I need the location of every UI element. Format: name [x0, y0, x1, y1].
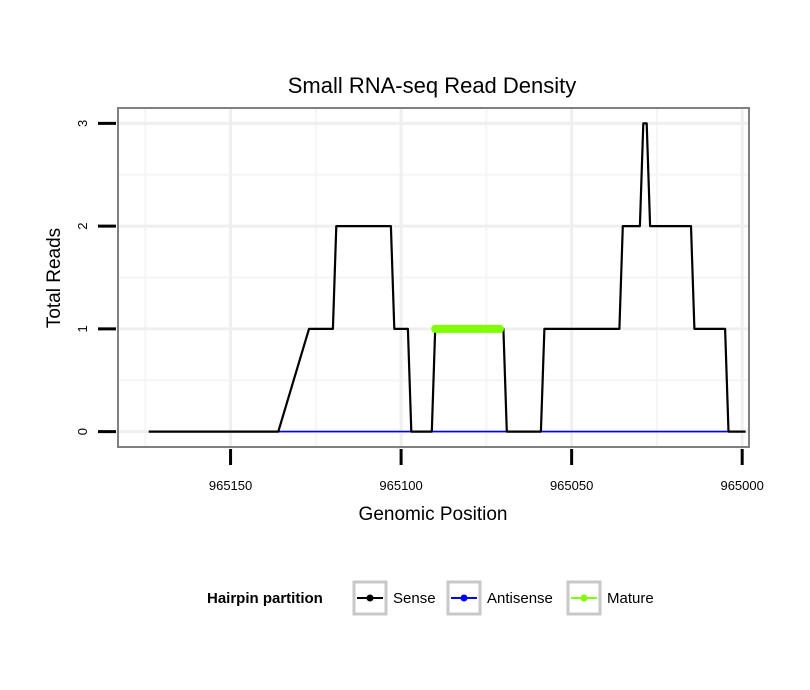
legend-key-point: [366, 594, 374, 602]
legend-key-point: [460, 594, 468, 602]
x-axis: 965150 965100 965050 965000: [209, 449, 764, 493]
y-tick-label: 0: [75, 428, 90, 435]
chart-title: Small RNA-seq Read Density: [288, 73, 577, 98]
y-tick-label: 1: [75, 325, 90, 332]
legend-key-point: [580, 594, 588, 602]
x-tick-label: 965100: [379, 478, 422, 493]
y-axis: 0 1 2 3: [75, 120, 116, 435]
plot-border: [117, 107, 750, 448]
legend-entry-sense: Sense: [352, 580, 436, 616]
legend-label: Antisense: [487, 590, 553, 607]
y-axis-label: Total Reads: [44, 228, 65, 328]
legend-entry-mature: Mature: [566, 580, 654, 616]
grid-layer: [118, 108, 749, 447]
legend-entries: Sense Antisense Mature: [352, 580, 654, 616]
x-tick-label: 965000: [720, 478, 763, 493]
legend: Hairpin partition Sense Antisense Mature: [207, 580, 654, 616]
plot-panel: [117, 107, 750, 448]
x-tick-label: 965050: [550, 478, 593, 493]
legend-entry-antisense: Antisense: [446, 580, 553, 616]
legend-label: Mature: [607, 590, 654, 607]
legend-label: Sense: [393, 590, 436, 607]
series-sense-line: [148, 122, 746, 433]
series-layer: [148, 122, 746, 433]
y-tick-label: 2: [75, 223, 90, 230]
legend-title: Hairpin partition: [207, 590, 323, 607]
x-tick-label: 965150: [209, 478, 252, 493]
x-axis-label: Genomic Position: [359, 504, 508, 525]
y-tick-label: 3: [75, 120, 90, 127]
